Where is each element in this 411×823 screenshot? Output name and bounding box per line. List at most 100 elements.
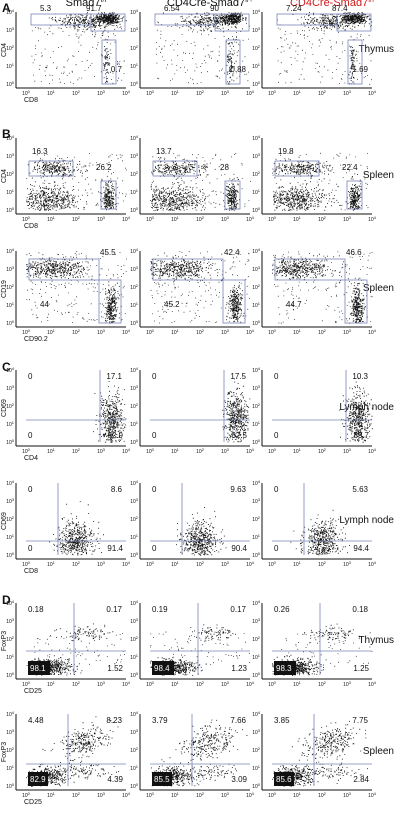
event-dots (177, 763, 237, 781)
x-tick-label: 100 (268, 560, 277, 568)
y-tick-label: 104 (252, 710, 261, 718)
y-tick-label: 100 (6, 206, 15, 214)
event-dots (102, 281, 122, 324)
column-label-text: CD4Cre-Smad7 (290, 0, 368, 9)
panel-letter: B (2, 127, 11, 141)
event-dots (272, 251, 373, 324)
y-tick-label: 102 (130, 515, 139, 523)
flow-plot: 100 100 101 101 102 102 103 103 104 104 CD69 CD4 0 17… (1, 366, 131, 462)
gate-percentage: 3.85 (274, 716, 290, 725)
event-dots (273, 175, 343, 211)
y-tick-label: 102 (252, 170, 261, 178)
y-tick-label: 101 (6, 188, 15, 196)
gate-percentage: 1.25 (353, 664, 369, 673)
y-axis-label: CD4 (1, 169, 8, 183)
y-tick-label: 104 (130, 710, 139, 718)
flow-plot: 100 100 101 101 102 102 103 103 104 104 0 9.63 0 90.4 (130, 479, 254, 568)
y-tick-label: 101 (6, 420, 15, 428)
x-tick-label: 102 (72, 560, 81, 568)
y-tick-label: 102 (252, 283, 261, 291)
column-genotype-superscript: f/f (101, 0, 107, 4)
panel-letter: A (2, 1, 11, 15)
gate-percentage: 45.2 (164, 300, 180, 309)
column-header: CD4Cre-Smad7f/+ (167, 0, 253, 9)
event-dots (176, 507, 227, 556)
x-tick-label: 100 (146, 328, 155, 336)
event-dots (165, 624, 236, 642)
y-tick-label: 102 (6, 402, 15, 410)
gate-percentage: 91.4 (107, 544, 123, 553)
x-axis-label: CD4 (24, 455, 38, 462)
y-tick-label: 103 (130, 617, 139, 625)
event-dots (27, 158, 98, 179)
event-dots (213, 12, 247, 30)
x-axis-label: CD8 (24, 568, 38, 575)
x-tick-label: 102 (72, 215, 81, 223)
x-tick-label: 100 (146, 89, 155, 97)
y-tick-label: 102 (6, 283, 15, 291)
x-tick-label: 101 (171, 560, 180, 568)
x-tick-label: 103 (343, 680, 352, 688)
y-tick-label: 101 (6, 653, 15, 661)
gate-percentage: 4.48 (28, 716, 44, 725)
y-tick-label: 103 (130, 384, 139, 392)
y-axis-label: CD69 (1, 399, 8, 417)
gate-percentage: 0 (274, 485, 279, 494)
y-tick-label: 104 (6, 8, 15, 16)
gate-percentage: 0.19 (152, 605, 168, 614)
x-tick-label: 101 (47, 89, 56, 97)
flow-plot: 100 100 101 101 102 102 103 103 104 104 0 17.5 0 82.5 (130, 366, 254, 455)
x-tick-label: 102 (72, 89, 81, 97)
y-tick-label: 101 (252, 62, 261, 70)
x-tick-label: 100 (146, 680, 155, 688)
gate-percentage: 5.63 (352, 485, 368, 494)
y-tick-label: 103 (6, 617, 15, 625)
gate-percentage: 1.52 (107, 664, 123, 673)
event-dots (150, 631, 250, 665)
event-dots (49, 501, 104, 556)
event-dots (161, 719, 248, 768)
y-tick-label: 101 (6, 62, 15, 70)
y-tick-label: 100 (252, 671, 261, 679)
y-tick-label: 103 (6, 265, 15, 273)
y-tick-label: 100 (6, 438, 15, 446)
y-tick-label: 101 (130, 62, 139, 70)
x-axis-label: CD25 (24, 688, 42, 695)
y-tick-label: 102 (252, 402, 261, 410)
gate-rectangle (225, 39, 241, 85)
gate-percentage: 98.3 (276, 664, 292, 673)
y-tick-label: 103 (252, 384, 261, 392)
y-tick-label: 100 (252, 782, 261, 790)
x-tick-label: 102 (72, 328, 81, 336)
x-tick-label: 103 (221, 447, 230, 455)
x-tick-label: 102 (318, 791, 327, 799)
y-tick-label: 100 (130, 551, 139, 559)
y-tick-label: 104 (6, 599, 15, 607)
gate-rectangle (100, 180, 117, 210)
gate-rectangle (222, 279, 246, 324)
x-tick-label: 103 (97, 89, 106, 97)
gate-percentage: 1.69 (352, 65, 368, 74)
gate-percentage: 0 (152, 372, 157, 381)
gate-percentage: 0 (28, 372, 33, 381)
event-dots (31, 19, 125, 85)
x-tick-label: 100 (22, 560, 31, 568)
gate-percentage: 22.4 (342, 163, 358, 172)
x-tick-label: 104 (122, 215, 131, 223)
flow-plot: 100 100 101 101 102 102 103 103 104 104 CD4 CD8 5.3 9… (1, 4, 131, 104)
flow-plot: 100 100 101 101 102 102 103 103 104 104 3.85 7.75 85… (252, 710, 376, 799)
y-tick-label: 103 (6, 26, 15, 34)
y-tick-label: 101 (130, 764, 139, 772)
x-tick-label: 102 (72, 447, 81, 455)
gate-percentage: 17.5 (230, 372, 246, 381)
x-tick-label: 104 (246, 560, 255, 568)
y-tick-label: 104 (6, 247, 15, 255)
x-tick-label: 103 (97, 680, 106, 688)
x-tick-label: 103 (97, 447, 106, 455)
gate-percentage: 0 (274, 372, 279, 381)
gate-percentage: 46.6 (346, 248, 362, 257)
x-tick-label: 100 (22, 447, 31, 455)
flow-plot: 100 100 101 101 102 102 103 103 104 104 7.24 87.4 1.… (252, 4, 376, 97)
x-tick-label: 102 (72, 680, 81, 688)
